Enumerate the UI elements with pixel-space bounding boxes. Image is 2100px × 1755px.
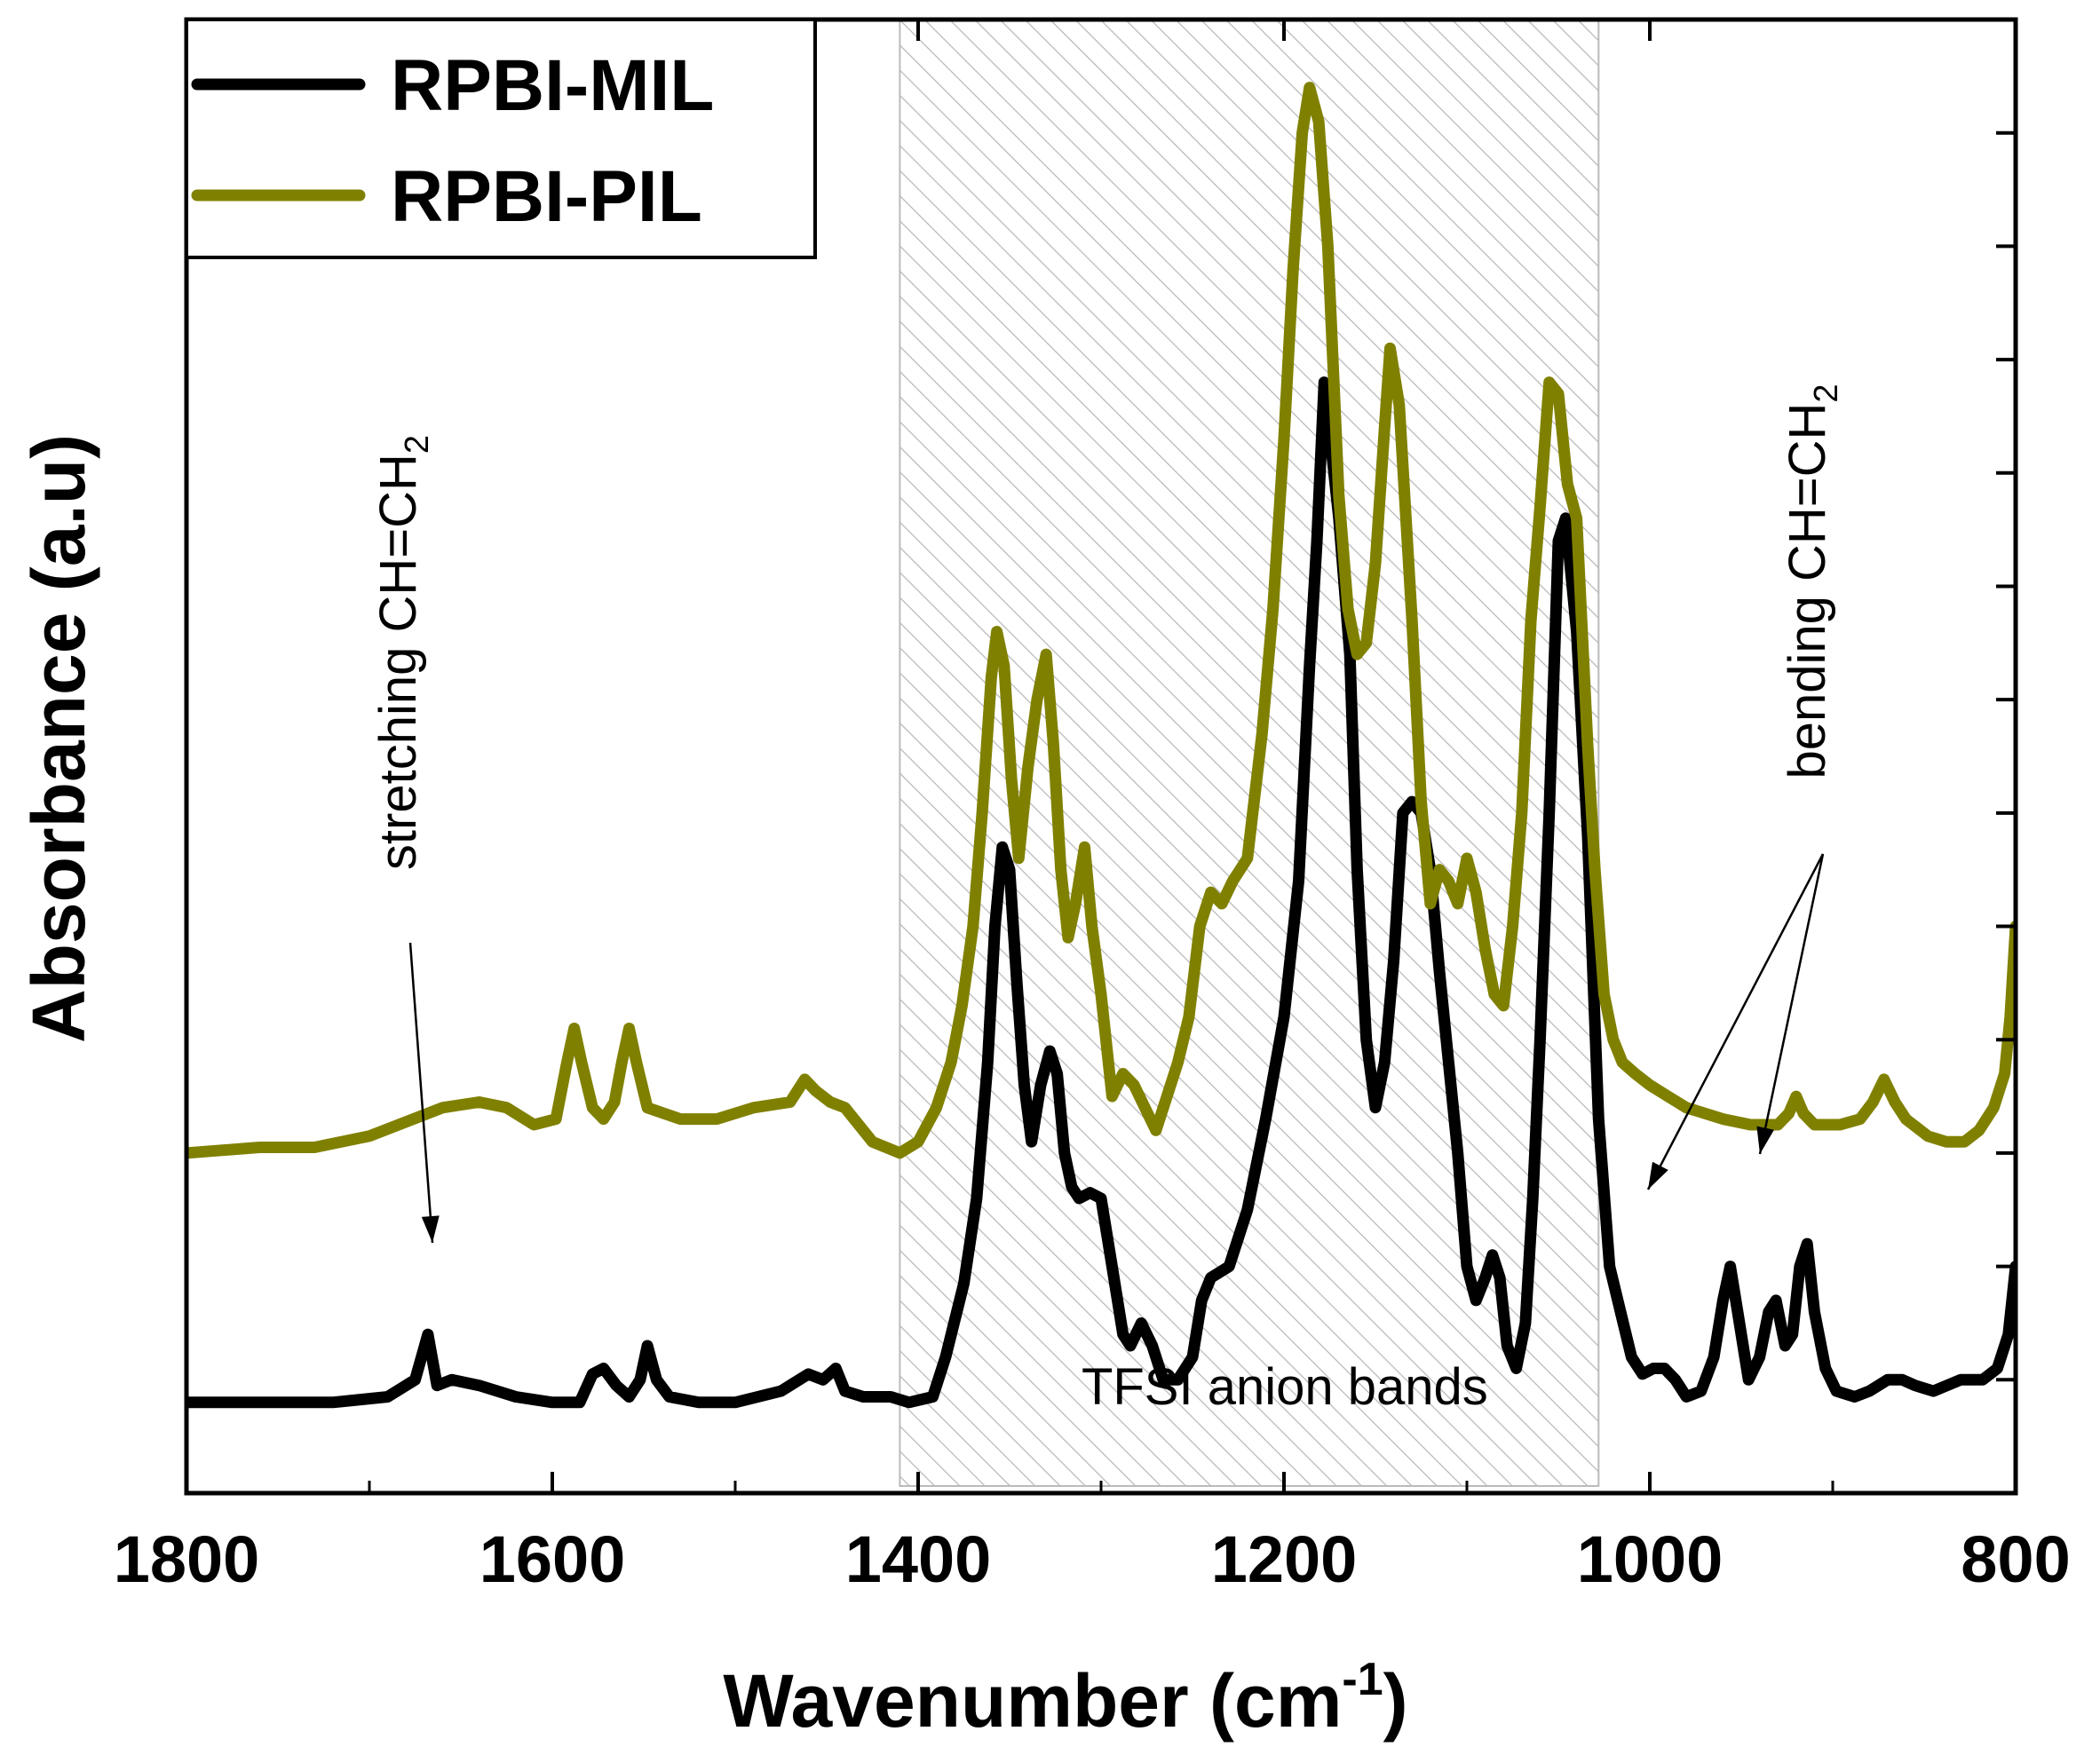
annotation-bending-label: bending CH=CH2 — [1779, 383, 1845, 779]
annotation-stretching-arrowhead — [421, 1215, 440, 1243]
annotation-stretching-main: stretching CH=CH — [369, 454, 427, 870]
annotation-stretching-subscript: 2 — [399, 435, 436, 454]
tfsi-region-label: TFSI anion bands — [1082, 1358, 1488, 1416]
legend-box — [185, 18, 817, 259]
annotation-stretching: stretching CH=CH2 — [369, 435, 440, 1244]
legend: RPBI-MIL RPBI-PIL — [185, 18, 817, 259]
x-axis-title-superscript: -1 — [1342, 1654, 1383, 1705]
tfsi-region — [899, 19, 1600, 1487]
series-line-rpbi-pil — [186, 82, 2016, 1159]
annotation-bending-main: bending CH=CH — [1779, 403, 1836, 779]
annotation-bending-subscript: 2 — [1808, 383, 1845, 402]
x-tick-label: 800 — [1961, 1522, 2070, 1596]
x-tick-label: 1000 — [1577, 1522, 1724, 1596]
annotation-bending-arrow-1 — [1646, 853, 1825, 1190]
annotation-stretching-arrow — [408, 942, 434, 1244]
x-tick-label: 1400 — [845, 1522, 992, 1596]
x-axis-ticks: 1800 1600 1400 1200 1000 800 — [114, 20, 2071, 1596]
annotation-bending-arrowhead-2 — [1756, 1126, 1774, 1154]
annotation-bending: bending CH=CH2 — [1646, 383, 1845, 1190]
x-tick-label: 1200 — [1211, 1522, 1358, 1596]
x-axis-title: Wavenumber (cm-1) — [723, 1654, 1407, 1743]
y-axis-title: Absorbance (a.u) — [17, 434, 100, 1043]
legend-label-rpbi-mil: RPBI-MIL — [391, 45, 714, 126]
annotation-stretching-label: stretching CH=CH2 — [369, 435, 436, 870]
y-axis-ticks — [1996, 130, 2016, 1382]
x-axis-title-main: Wavenumber (cm — [723, 1659, 1342, 1743]
x-tick-label: 1600 — [479, 1522, 626, 1596]
legend-label-rpbi-pil: RPBI-PIL — [391, 156, 702, 237]
x-tick-label: 1800 — [114, 1522, 260, 1596]
annotation-bending-arrow-2 — [1758, 853, 1825, 1155]
annotation-bending-arrowhead-1 — [1648, 1161, 1668, 1190]
x-axis-title-close: ) — [1383, 1659, 1408, 1743]
series-line-rpbi-mil — [186, 376, 2016, 1409]
